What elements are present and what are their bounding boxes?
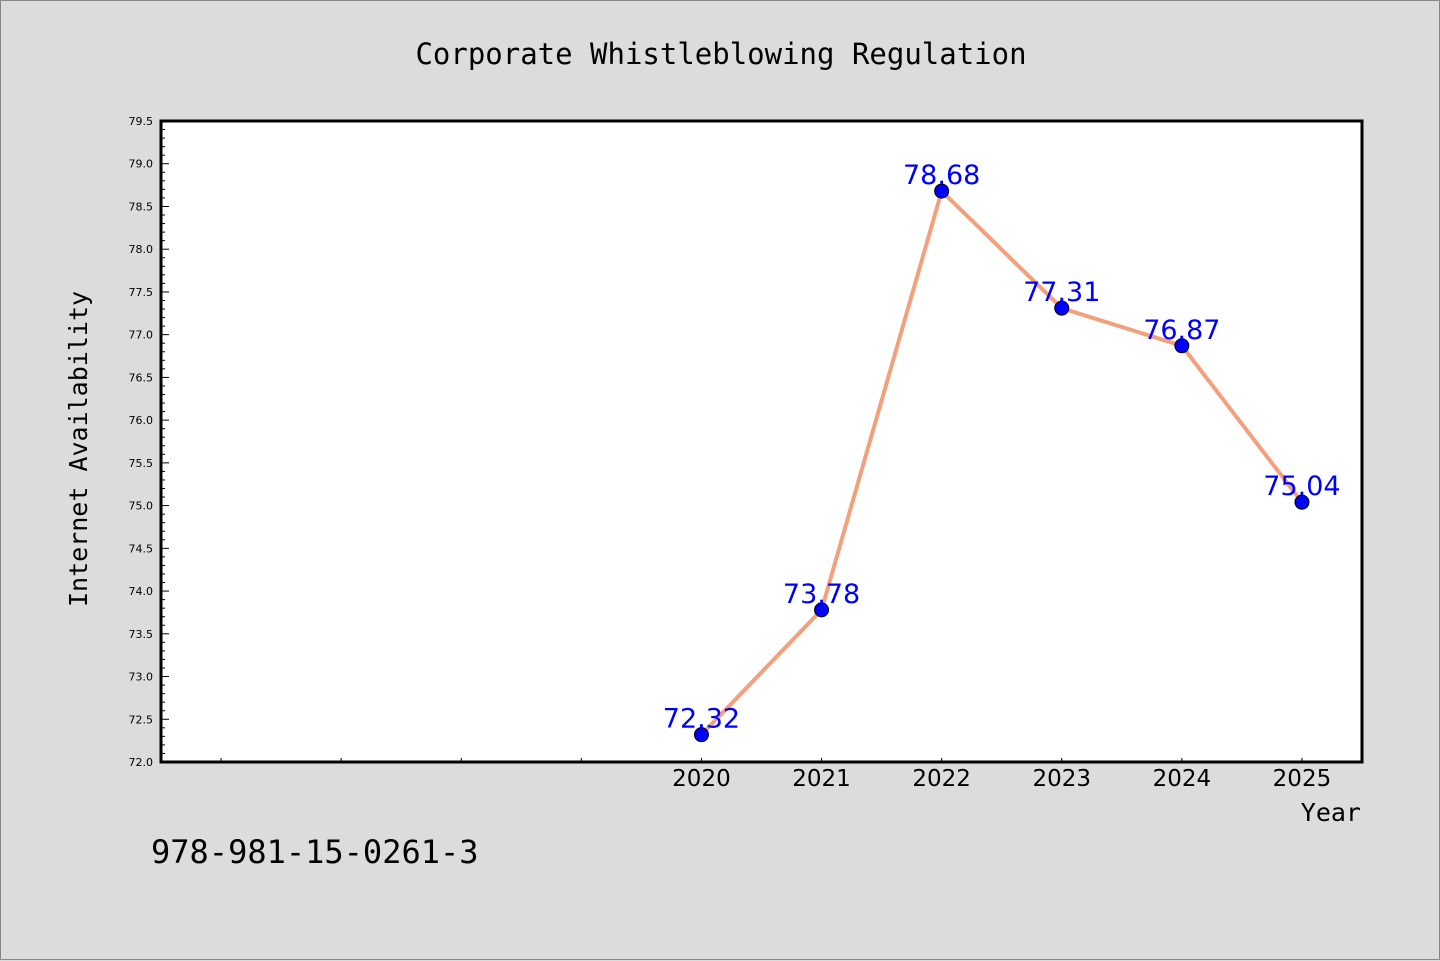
y-axis-ticks: 72.0 72.5 73.0 73.5 74.0 74.5 75.0 75.5 76.0 76.5… bbox=[129, 115, 169, 769]
x-tick-label: 2021 bbox=[792, 766, 851, 792]
y-tick-label: 76.0 bbox=[129, 414, 154, 427]
y-tick-label: 74.5 bbox=[129, 542, 154, 555]
data-label: 78.68 bbox=[903, 160, 980, 191]
data-point bbox=[934, 183, 950, 199]
chart-title: Corporate Whistleblowing Regulation bbox=[415, 37, 1026, 71]
y-tick-label: 75.0 bbox=[129, 500, 154, 513]
isbn-text: 978-981-15-0261-3 bbox=[151, 833, 479, 871]
y-tick-label: 73.5 bbox=[129, 628, 154, 641]
y-tick-label: 77.5 bbox=[129, 286, 154, 299]
y-tick-label: 72.5 bbox=[129, 713, 154, 726]
data-point bbox=[1294, 494, 1310, 510]
data-point bbox=[1054, 300, 1070, 316]
data-label: 77.31 bbox=[1023, 277, 1100, 308]
data-point bbox=[1174, 338, 1190, 354]
x-axis-label: Year bbox=[1301, 798, 1361, 827]
data-label: 73.78 bbox=[783, 579, 860, 610]
y-tick-label: 79.5 bbox=[129, 115, 154, 128]
y-tick-label: 72.0 bbox=[129, 756, 154, 769]
y-tick-label: 78.5 bbox=[129, 200, 154, 213]
x-tick-label: 2025 bbox=[1273, 766, 1332, 792]
y-tick-label: 74.0 bbox=[129, 585, 154, 598]
data-label: 75.04 bbox=[1263, 471, 1340, 502]
x-tick-label: 2024 bbox=[1153, 766, 1212, 792]
data-point bbox=[693, 727, 709, 743]
data-point bbox=[814, 602, 830, 618]
y-tick-label: 79.0 bbox=[129, 158, 154, 171]
series-line bbox=[700, 189, 1304, 737]
y-tick-label: 76.5 bbox=[129, 371, 154, 384]
x-tick-label: 2023 bbox=[1032, 766, 1091, 792]
data-labels: 72.32 73.78 78.68 77.31 76.87 75.04 bbox=[663, 160, 1341, 735]
y-axis-label: Internet Availability bbox=[64, 291, 93, 607]
data-label: 76.87 bbox=[1143, 315, 1220, 346]
plot-area bbox=[159, 119, 1364, 764]
y-tick-label: 73.0 bbox=[129, 671, 154, 684]
x-tick-label: 2020 bbox=[672, 766, 731, 792]
series-line-group bbox=[700, 189, 1304, 737]
data-markers bbox=[693, 183, 1310, 743]
data-label: 72.32 bbox=[663, 704, 740, 735]
y-tick-label: 75.5 bbox=[129, 457, 154, 470]
y-tick-label: 78.0 bbox=[129, 243, 154, 256]
x-axis-ticks: 2020 2021 2022 2023 2024 2025 bbox=[220, 758, 1332, 792]
y-tick-label: 77.0 bbox=[129, 329, 154, 342]
x-tick-label: 2022 bbox=[912, 766, 971, 792]
